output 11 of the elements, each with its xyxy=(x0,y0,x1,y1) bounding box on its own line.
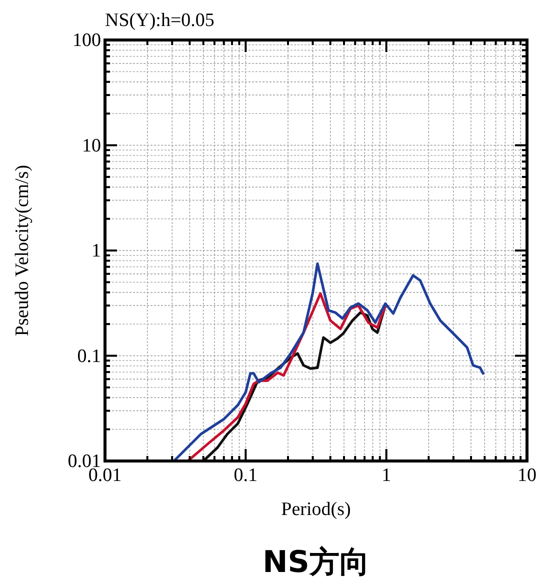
y-tick-label: 0.1 xyxy=(77,346,101,367)
x-axis-title: Period(s) xyxy=(281,499,351,520)
y-axis-title: Pseudo Velocity(cm/s) xyxy=(12,164,33,336)
text: NS方向 xyxy=(262,545,370,580)
y-tick-label: 100 xyxy=(72,30,101,51)
x-tick-label: 1 xyxy=(382,465,392,486)
y-tick-label: 1 xyxy=(92,240,101,262)
y-tick-label: 10 xyxy=(82,135,101,156)
x-tick-label: 0.1 xyxy=(234,465,258,486)
chart-title: NS(Y):h=0.05 xyxy=(105,10,214,31)
x-tick-label: 10 xyxy=(518,465,536,486)
